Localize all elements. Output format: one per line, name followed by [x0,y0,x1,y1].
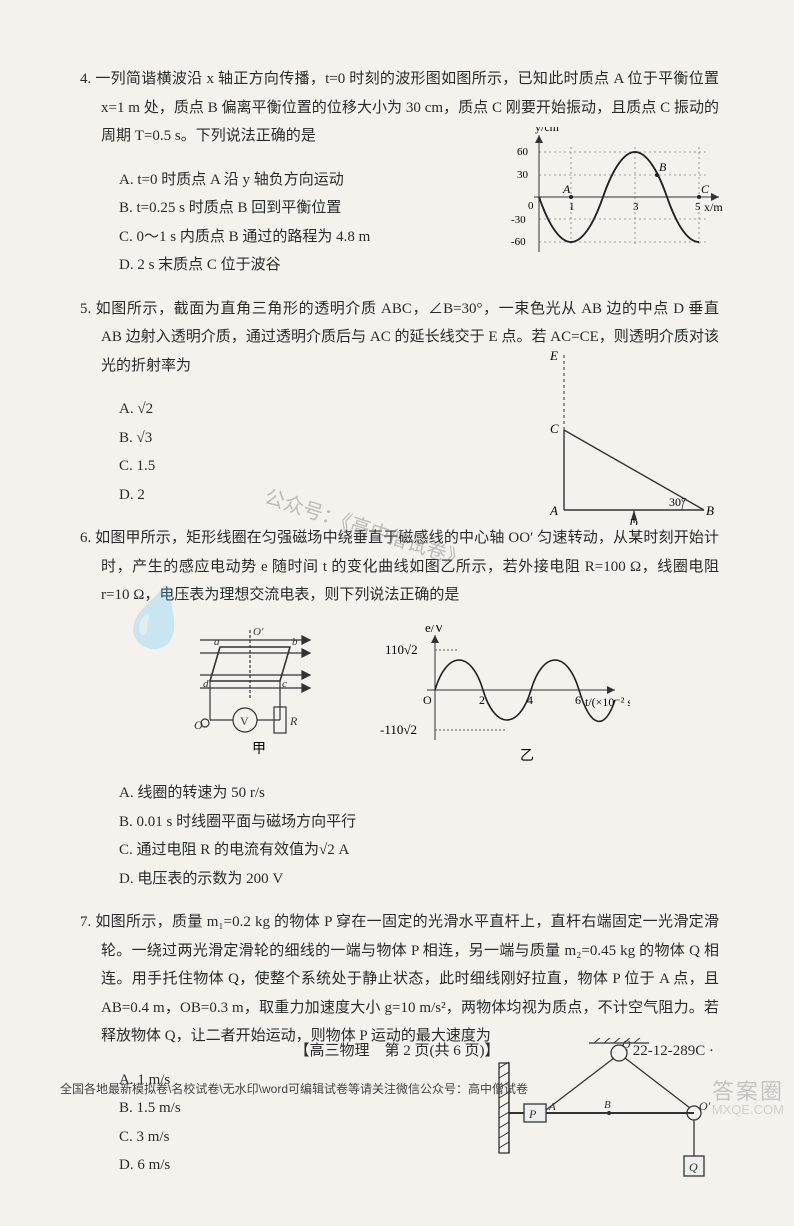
svg-text:30: 30 [517,169,529,181]
question-6: 6. 如图甲所示，矩形线圈在匀强磁场中绕垂直于磁感线的中心轴 OO′ 匀速转动，… [80,524,719,893]
question-5: 5. 如图所示，截面为直角三角形的透明介质 ABC，∠B=30°，一束色光从 A… [80,295,719,510]
svg-text:甲: 甲 [252,742,266,757]
q4-opt-b: B. t=0.25 s 时质点 B 回到平衡位置 [119,194,449,223]
svg-text:1: 1 [569,201,575,213]
svg-text:O′: O′ [699,1099,711,1113]
svg-text:-60: -60 [511,236,526,248]
svg-text:5: 5 [695,201,701,213]
svg-text:3: 3 [633,201,639,213]
corner-url: MXQE.COM [712,1098,784,1123]
bottom-note: 全国各地最新模拟卷\名校试卷\无水印\word可编辑试卷等请关注微信公众号：高中… [60,1078,528,1101]
svg-text:c: c [282,678,287,690]
svg-text:V: V [240,714,249,728]
q6-sine-chart: 110√2 -110√2 2 4 6 t/(×10⁻² s) e/V O 乙 [380,625,630,776]
svg-text:R: R [289,714,298,728]
q6-opt-d: D. 电压表的示数为 200 V [119,865,719,894]
svg-text:B: B [706,503,714,518]
svg-text:e/V: e/V [425,625,444,635]
svg-text:2: 2 [479,693,485,707]
svg-text:b: b [292,636,298,648]
q6-options: A. 线圈的转速为 50 r/s B. 0.01 s 时线圈平面与磁场方向平行 … [80,779,719,893]
q4-opt-d: D. 2 s 末质点 C 位于波谷 [119,251,449,280]
svg-text:乙: 乙 [520,748,534,764]
svg-text:B: B [604,1099,611,1111]
q5-triangle-diagram: A B C E D 30° [539,345,719,536]
q6-opt-a: A. 线圈的转速为 50 r/s [119,779,719,808]
svg-text:P: P [528,1107,537,1121]
q6-opt-b: B. 0.01 s 时线圈平面与磁场方向平行 [119,808,719,837]
svg-text:C: C [550,421,559,436]
svg-text:C: C [701,182,710,196]
svg-text:E: E [549,348,558,363]
svg-text:x/m: x/m [704,200,723,214]
svg-text:4: 4 [527,693,533,707]
q4-options: A. t=0 时质点 A 沿 y 轴负方向运动 B. t=0.25 s 时质点 … [80,166,449,280]
svg-text:A: A [562,182,571,196]
svg-text:d: d [203,678,209,690]
svg-text:60: 60 [517,146,529,158]
q7-opt-c: C. 3 m/s [119,1123,419,1152]
svg-text:B: B [659,160,667,174]
q6-coil-diagram: a b c d O′ V [170,625,350,776]
question-4: 4. 一列简谐横波沿 x 轴正方向传播，t=0 时刻的波形图如图所示，已知此时质… [80,65,719,280]
q6-opt-c: C. 通过电阻 R 的电流有效值为√2 A [119,836,719,865]
q7-opt-d: D. 6 m/s [119,1151,419,1180]
svg-text:y/cm: y/cm [535,127,560,134]
svg-text:Q: Q [689,1160,698,1174]
q4-opt-c: C. 0～1 s 内质点 B 通过的路程为 4.8 m [119,223,449,252]
svg-text:a: a [214,636,220,648]
q4-wave-chart: A B C 60 30 -30 -60 1 3 5 x/m y/cm 0 [509,127,729,278]
svg-text:-110√2: -110√2 [380,722,417,737]
footer-center: 【高三物理 第 2 页(共 6 页)】 [295,1037,500,1066]
svg-text:O′: O′ [253,626,264,638]
svg-text:6: 6 [575,693,581,707]
q4-opt-a: A. t=0 时质点 A 沿 y 轴负方向运动 [119,166,449,195]
svg-text:O: O [423,693,432,707]
svg-text:-30: -30 [511,214,526,226]
svg-text:A: A [549,503,558,518]
svg-text:t/(×10⁻² s): t/(×10⁻² s) [585,695,630,709]
footer-right: · 22-12-289C · [624,1037,714,1066]
svg-text:0: 0 [528,200,534,212]
svg-text:110√2: 110√2 [385,642,418,657]
q7-stem: 7. 如图所示，质量 m₁=0.2 kg 的物体 P 穿在一固定的光滑水平直杆上… [80,908,719,1051]
q6-stem: 6. 如图甲所示，矩形线圈在匀强磁场中绕垂直于磁感线的中心轴 OO′ 匀速转动，… [80,524,719,610]
